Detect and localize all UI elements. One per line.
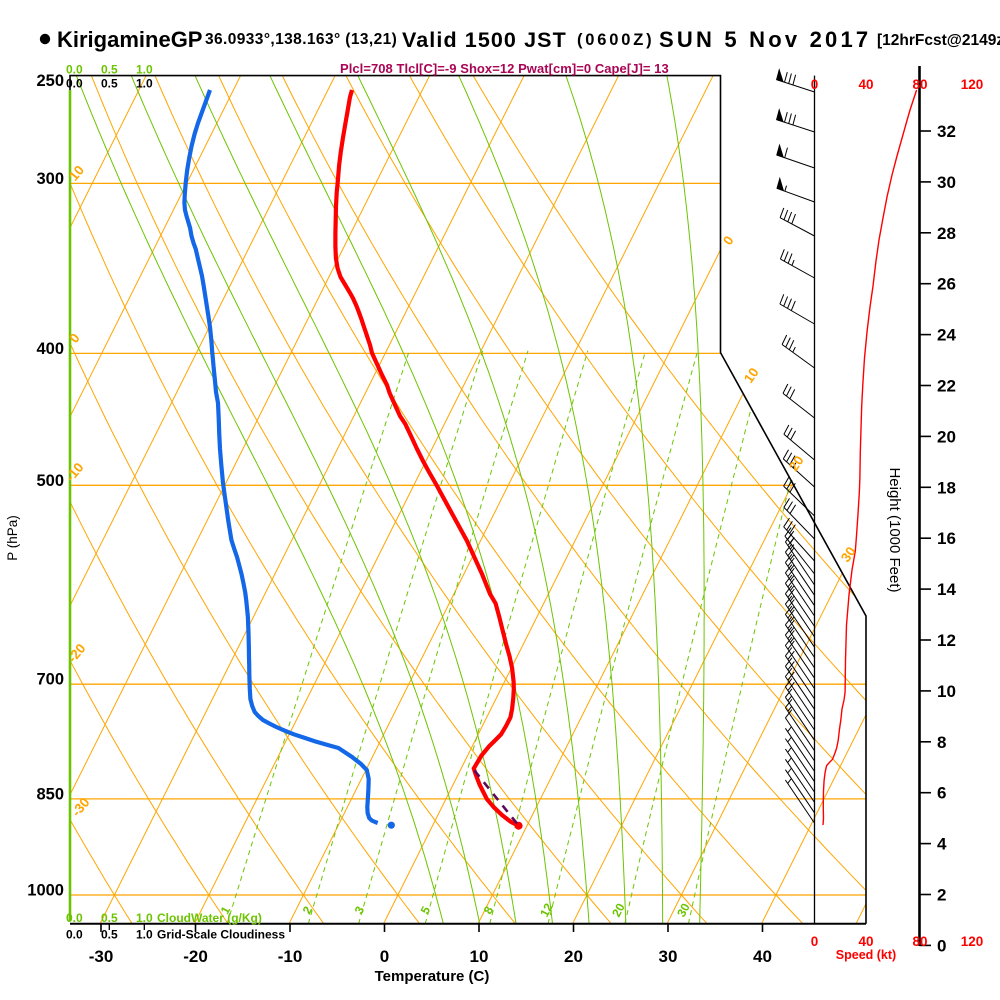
svg-text:0.0: 0.0 [66,63,83,77]
svg-text:(0600Z): (0600Z) [577,31,654,49]
svg-text:-10: -10 [278,947,303,966]
svg-text:20: 20 [786,453,807,474]
svg-text:24: 24 [937,326,956,345]
svg-text:1.0: 1.0 [136,928,153,942]
svg-text:0: 0 [380,947,389,966]
svg-text:Plcl=708 Tlcl[C]=-9 Shox=12 Pw: Plcl=708 Tlcl[C]=-9 Shox=12 Pwat[cm]=0 C… [340,61,669,76]
svg-text:80: 80 [912,934,927,949]
svg-text:SUN 5 Nov 2017: SUN 5 Nov 2017 [659,27,871,52]
svg-text:Valid 1500 JST: Valid 1500 JST [402,28,567,52]
svg-text:Height (1000 Feet): Height (1000 Feet) [886,467,903,592]
svg-text:80: 80 [912,77,927,92]
svg-text:120: 120 [961,934,984,949]
svg-text:2: 2 [937,886,946,905]
svg-text:16: 16 [937,529,956,548]
svg-text:300: 300 [36,170,64,188]
svg-text:0.0: 0.0 [66,911,83,925]
svg-text:0.0: 0.0 [66,928,83,942]
svg-text:CloudWater (g/Kg): CloudWater (g/Kg) [157,911,262,925]
svg-text:30: 30 [838,544,859,565]
svg-text:0: 0 [937,936,946,955]
svg-text:-20: -20 [183,947,208,966]
svg-text:32: 32 [937,122,956,141]
svg-text:30: 30 [937,173,956,192]
svg-text:8: 8 [937,733,946,752]
svg-text:20: 20 [564,947,583,966]
svg-text:Speed (kt): Speed (kt) [836,948,896,962]
svg-text:6: 6 [937,784,946,803]
svg-text:250: 250 [36,72,64,90]
svg-text:0.5: 0.5 [101,928,118,942]
svg-text:1.0: 1.0 [136,77,153,91]
svg-text:1000: 1000 [27,882,64,900]
svg-text:28: 28 [937,224,956,243]
svg-text:40: 40 [858,77,873,92]
svg-text:700: 700 [36,671,64,689]
svg-text:10: 10 [937,682,956,701]
svg-text:P (hPa): P (hPa) [5,515,20,561]
svg-text:30: 30 [674,901,693,920]
svg-text:KirigamineGP: KirigamineGP [57,27,202,52]
svg-text:1.0: 1.0 [136,63,153,77]
svg-text:[12hrFcst@2149z]: [12hrFcst@2149z] [877,32,1000,49]
svg-text:10: 10 [470,947,489,966]
svg-text:14: 14 [937,580,956,599]
svg-text:0: 0 [811,77,819,92]
svg-text:1.0: 1.0 [136,911,153,925]
svg-text:20: 20 [937,427,956,446]
svg-text:10: 10 [741,365,762,386]
svg-text:4: 4 [937,835,947,854]
svg-text:0: 0 [811,934,819,949]
svg-text:0.5: 0.5 [101,77,118,91]
svg-text:850: 850 [36,785,64,803]
svg-text:26: 26 [937,275,956,294]
svg-text:120: 120 [961,77,984,92]
svg-text:Temperature (C): Temperature (C) [375,968,490,985]
svg-text:0.5: 0.5 [101,911,118,925]
svg-text:30: 30 [659,947,678,966]
svg-text:40: 40 [858,934,873,949]
svg-text:400: 400 [36,340,64,358]
svg-text:20: 20 [609,901,628,920]
svg-text:18: 18 [937,478,956,497]
svg-text:Grid-Scale Cloudiness: Grid-Scale Cloudiness [157,928,285,942]
svg-text:12: 12 [537,901,556,920]
svg-text:40: 40 [753,947,772,966]
svg-text:500: 500 [36,472,64,490]
svg-text:0.5: 0.5 [101,63,118,77]
svg-text:0.0: 0.0 [66,77,83,91]
svg-text:36.0933°,138.163° (13,21): 36.0933°,138.163° (13,21) [205,31,397,48]
svg-text:12: 12 [937,631,956,650]
svg-text:22: 22 [937,377,956,396]
svg-text:10: 10 [66,163,87,184]
svg-text:-30: -30 [89,947,114,966]
